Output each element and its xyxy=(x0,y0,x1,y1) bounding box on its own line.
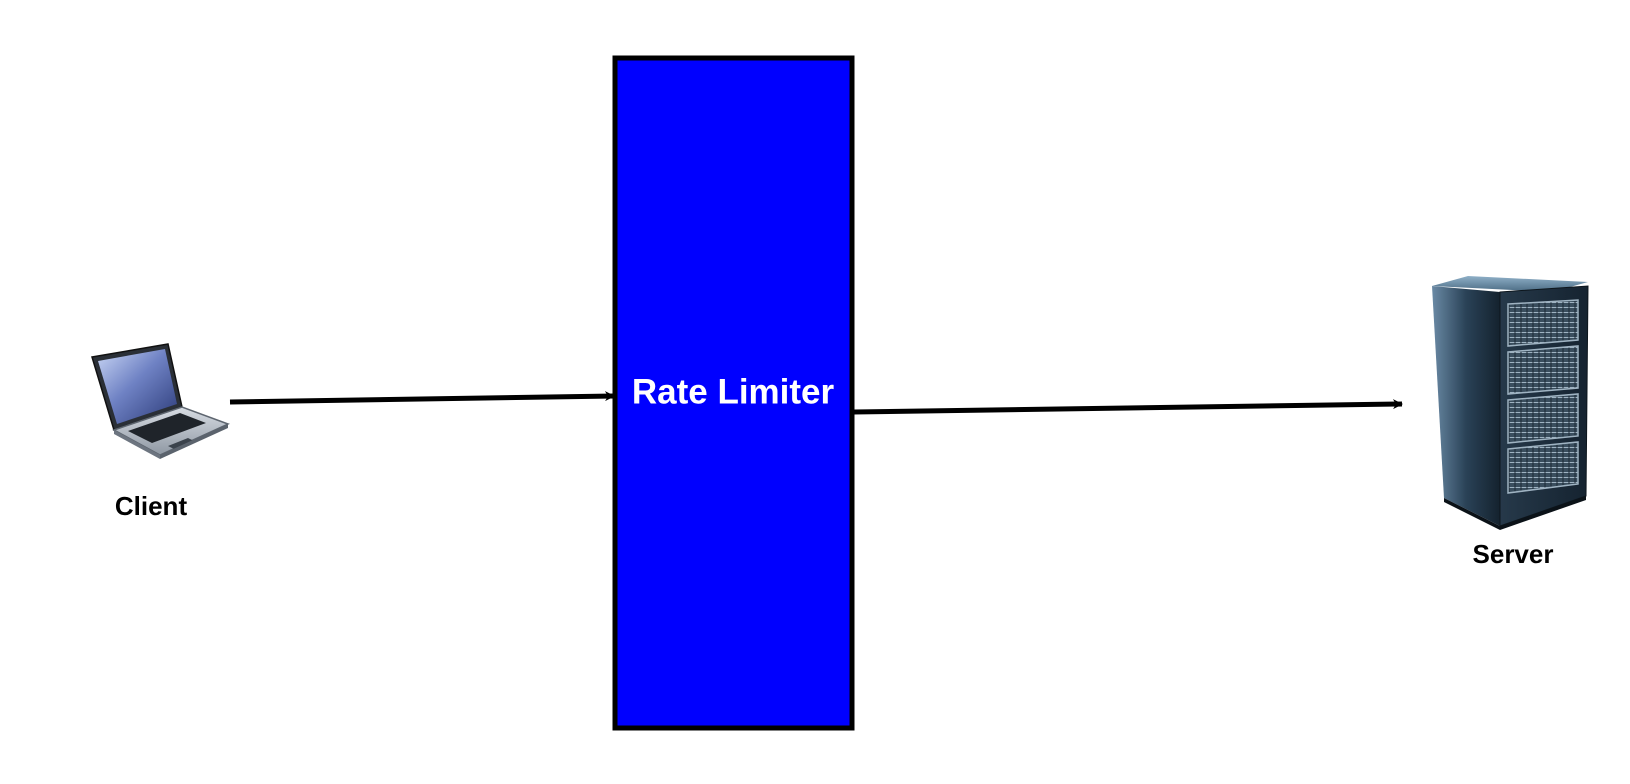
server-rack-icon xyxy=(1432,276,1589,530)
laptop-icon xyxy=(91,343,230,459)
client-node: Client xyxy=(91,343,230,521)
rate-limiter-label: Rate Limiter xyxy=(632,372,835,411)
client-label: Client xyxy=(115,491,188,521)
edge-client-to-rate-limiter xyxy=(229,391,615,405)
edge-rate-limiter-to-server xyxy=(853,399,1403,415)
server-label: Server xyxy=(1473,539,1554,569)
rate-limiter-node: Rate Limiter xyxy=(612,55,855,731)
server-node: Server xyxy=(1432,276,1589,569)
rate-limiter-box xyxy=(612,55,855,731)
